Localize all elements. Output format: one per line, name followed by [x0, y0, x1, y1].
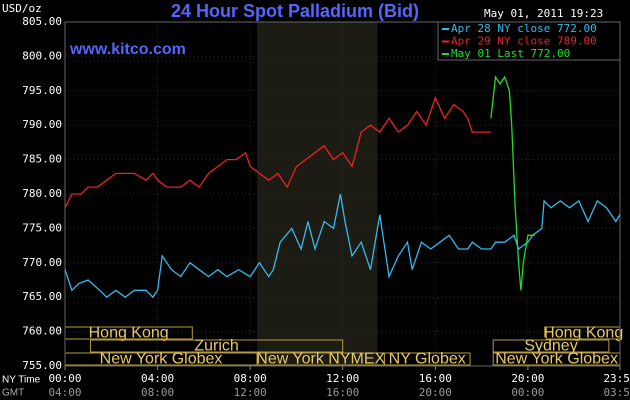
session-label: Hong Kong: [89, 325, 169, 342]
x2-tick-label: 00:00: [511, 386, 544, 399]
session-label: NY Globex: [389, 351, 466, 368]
y-tick-label: 760.00: [22, 325, 62, 338]
session-label: Sydney: [524, 338, 577, 355]
price-line: [64, 95, 491, 209]
timestamp: May 01, 2011 19:23: [484, 7, 603, 20]
x2-tick-label: 16:00: [326, 386, 359, 399]
x2-tick-label: 08:00: [141, 386, 174, 399]
session-box: [383, 352, 471, 366]
unit-label: USD/oz: [2, 2, 42, 15]
y-tick-label: 755.00: [22, 359, 62, 372]
x2-tick-label: 03:59: [603, 386, 630, 399]
x-axis-label: NY Time: [2, 375, 41, 386]
x-tick-label: 04:00: [141, 372, 174, 385]
y-tick-label: 780.00: [22, 187, 62, 200]
y-tick-label: 785.00: [22, 153, 62, 166]
y-tick-label: 800.00: [22, 49, 62, 62]
x2-tick-label: 04:00: [48, 386, 81, 399]
x-tick-label: 12:00: [326, 372, 359, 385]
y-tick-label: 770.00: [22, 256, 62, 269]
session-label: Zurich: [194, 338, 238, 355]
x2-axis-label: GMT: [2, 388, 24, 399]
y-tick-label: 765.00: [22, 290, 62, 303]
y-tick-label: 795.00: [22, 84, 62, 97]
x-tick-label: 00:00: [48, 372, 81, 385]
x-tick-label: 23:59: [603, 372, 630, 385]
session-label: New York NYMEX: [256, 351, 385, 368]
plot-frame: [64, 21, 621, 367]
session-label: New York Globex: [100, 351, 223, 368]
x2-tick-label: 12:00: [234, 386, 267, 399]
x-tick-label: 08:00: [234, 372, 267, 385]
session-box: [89, 339, 344, 353]
legend-label: May 01 Last 772.00: [451, 47, 570, 60]
session-label: New York Globex: [495, 351, 618, 368]
y-tick-label: 790.00: [22, 118, 62, 131]
y-tick-label: 775.00: [22, 221, 62, 234]
session-label: Hong Kong: [543, 325, 623, 342]
price-line: [490, 75, 535, 291]
x-tick-label: 16:00: [419, 372, 452, 385]
legend-label: Apr 29 NY close 789.00: [451, 35, 597, 48]
x2-tick-label: 20:00: [419, 386, 452, 399]
y-tick-label: 805.00: [22, 15, 62, 28]
site-label: www.kitco.com: [69, 41, 186, 58]
x-tick-label: 20:00: [511, 372, 544, 385]
price-line: [64, 193, 621, 299]
legend-label: Apr 28 NY close 772.00: [451, 22, 597, 35]
session-box: [492, 339, 610, 353]
legend-box: [437, 21, 621, 61]
chart-title: 24 Hour Spot Palladium (Bid): [171, 1, 419, 21]
